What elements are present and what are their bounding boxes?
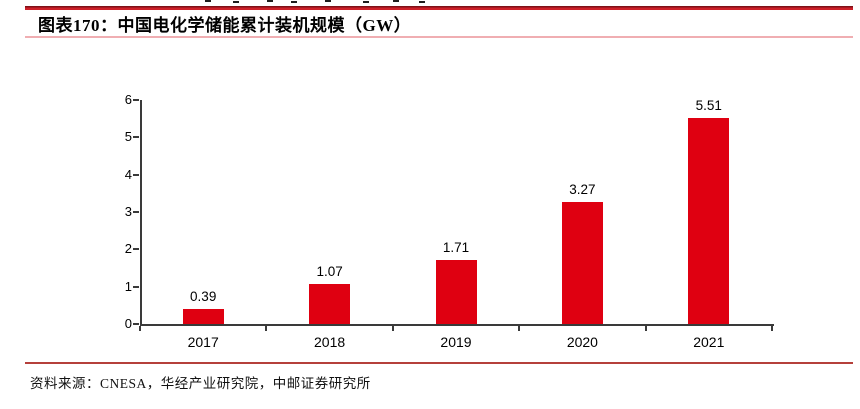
source-note: 资料来源：CNESA，华经产业研究院，中邮证券研究所 [30,376,371,391]
x-axis-category-label: 2020 [566,334,598,350]
y-axis-tick-mark [133,173,139,176]
bar-2020 [561,201,603,324]
bar-chart: 0 1 2 3 4 5 6 0.39 2017 1.07 2018 1.71 2019 3.27 2020 5… [124,92,774,350]
x-axis-tick-mark [771,326,773,331]
x-axis-category-label: 2021 [693,334,725,350]
figure-title: 图表170：中国电化学储能累计装机规模（GW） [38,16,412,35]
title-underline [25,36,853,38]
y-axis-tick-mark [133,211,139,213]
x-axis-tick-mark [644,326,647,331]
y-axis-tick-mark [133,248,139,251]
y-axis-tick-mark [133,136,139,139]
bar-2021 [688,118,730,324]
bar-value-label: 1.71 [442,240,470,256]
y-axis-tick-mark [133,323,139,325]
x-axis-tick-mark [518,326,521,331]
y-axis-tick-label: 2 [124,241,132,257]
y-axis-tick-mark [133,285,139,288]
y-axis-tick-label: 5 [124,129,132,145]
bar-value-label: 5.51 [695,98,722,114]
y-axis-tick-label: 4 [124,166,132,182]
y-axis-tick-label: 0 [124,316,132,331]
x-axis-category-label: 2017 [187,334,219,350]
bar-2017 [182,309,224,324]
x-axis-tick-mark [265,326,268,331]
source-divider [25,362,853,364]
y-axis-tick-label: 6 [124,92,132,107]
top-divider [25,6,853,10]
bar-2019 [435,260,477,324]
y-axis-tick-label: 3 [124,204,132,219]
x-axis-category-label: 2019 [440,334,472,350]
plot-area [140,100,774,326]
y-axis-tick-label: 1 [124,278,132,294]
bar-2018 [309,284,351,324]
x-axis-category-label: 2018 [314,334,346,350]
x-axis-tick-mark [139,326,141,331]
cropped-text-artifact [205,0,435,3]
bar-value-label: 1.07 [316,264,343,280]
x-axis-tick-mark [391,326,394,331]
y-axis-tick-mark [133,99,139,101]
bar-value-label: 0.39 [190,289,217,305]
bar-value-label: 3.27 [569,181,596,197]
